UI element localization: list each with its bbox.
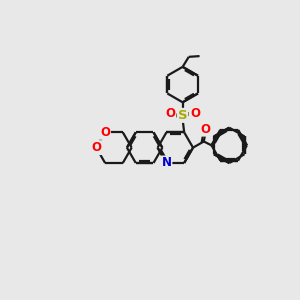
Text: O: O [190,107,200,120]
Text: O: O [165,107,175,120]
Text: O: O [91,141,101,154]
Text: S: S [178,109,188,122]
Text: O: O [100,126,110,139]
Text: O: O [200,123,210,136]
Text: N: N [161,157,172,169]
